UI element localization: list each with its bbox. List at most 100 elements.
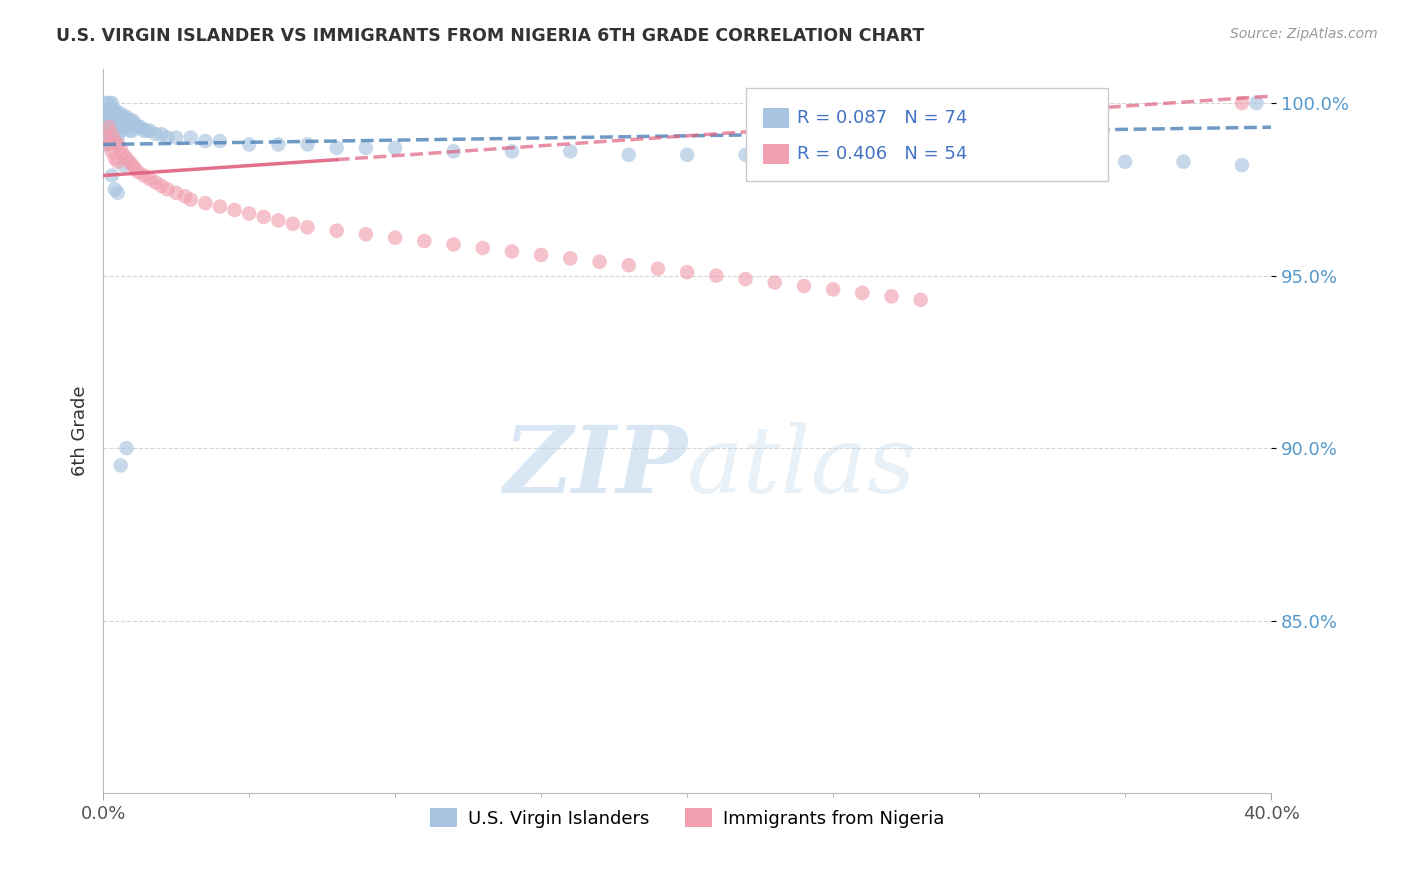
- Point: [823, 282, 845, 296]
- Point: [560, 145, 582, 159]
- Point: [104, 134, 127, 148]
- Point: [384, 141, 406, 155]
- Text: atlas: atlas: [688, 422, 917, 512]
- Point: [267, 213, 290, 227]
- Point: [354, 141, 377, 155]
- Point: [676, 148, 699, 162]
- Point: [118, 113, 141, 128]
- Point: [94, 96, 117, 111]
- Point: [910, 151, 932, 165]
- Point: [880, 289, 903, 303]
- Point: [104, 103, 127, 117]
- Point: [501, 244, 523, 259]
- Point: [1026, 154, 1049, 169]
- Point: [115, 151, 138, 165]
- Point: [94, 113, 117, 128]
- Point: [110, 113, 132, 128]
- Point: [124, 161, 146, 176]
- Point: [110, 123, 132, 137]
- Point: [1246, 96, 1268, 111]
- Point: [194, 134, 217, 148]
- Point: [501, 145, 523, 159]
- Point: [967, 151, 990, 165]
- Point: [94, 120, 117, 135]
- Point: [104, 127, 127, 141]
- Point: [112, 158, 135, 172]
- Point: [110, 458, 132, 473]
- Point: [617, 258, 640, 272]
- Point: [1230, 158, 1253, 172]
- Point: [104, 110, 127, 124]
- Point: [734, 148, 756, 162]
- Point: [121, 113, 143, 128]
- Point: [354, 227, 377, 242]
- Point: [115, 441, 138, 455]
- Point: [94, 130, 117, 145]
- Point: [297, 220, 319, 235]
- Point: [112, 120, 135, 135]
- Point: [325, 141, 347, 155]
- Point: [98, 120, 121, 135]
- Point: [443, 237, 465, 252]
- Point: [98, 96, 121, 111]
- Point: [94, 130, 117, 145]
- Text: R = 0.406   N = 54: R = 0.406 N = 54: [797, 145, 967, 163]
- Point: [325, 224, 347, 238]
- Point: [136, 123, 159, 137]
- Point: [98, 134, 121, 148]
- Point: [101, 110, 124, 124]
- Point: [101, 96, 124, 111]
- Point: [129, 120, 152, 135]
- Point: [110, 141, 132, 155]
- Point: [267, 137, 290, 152]
- Point: [112, 148, 135, 162]
- Point: [98, 123, 121, 137]
- Point: [107, 106, 129, 120]
- Point: [101, 145, 124, 159]
- Bar: [763, 144, 789, 164]
- Point: [115, 110, 138, 124]
- Point: [734, 272, 756, 286]
- Point: [124, 117, 146, 131]
- Point: [107, 130, 129, 145]
- Point: [165, 130, 187, 145]
- Point: [297, 137, 319, 152]
- Y-axis label: 6th Grade: 6th Grade: [72, 385, 89, 476]
- Point: [127, 120, 149, 135]
- Point: [180, 130, 202, 145]
- Point: [150, 127, 173, 141]
- Point: [1230, 96, 1253, 111]
- Point: [281, 217, 304, 231]
- Point: [1114, 154, 1136, 169]
- Point: [165, 186, 187, 200]
- Point: [823, 151, 845, 165]
- Point: [101, 103, 124, 117]
- Point: [104, 117, 127, 131]
- Point: [588, 255, 610, 269]
- Point: [647, 261, 669, 276]
- Point: [104, 182, 127, 196]
- Point: [112, 110, 135, 124]
- Point: [107, 186, 129, 200]
- Point: [530, 248, 553, 262]
- Point: [98, 113, 121, 128]
- Point: [910, 293, 932, 307]
- Point: [156, 182, 179, 196]
- Point: [676, 265, 699, 279]
- FancyBboxPatch shape: [745, 88, 1108, 181]
- Legend: U.S. Virgin Islanders, Immigrants from Nigeria: U.S. Virgin Islanders, Immigrants from N…: [423, 801, 952, 835]
- Point: [115, 120, 138, 135]
- Bar: [763, 108, 789, 128]
- Point: [180, 193, 202, 207]
- Point: [110, 106, 132, 120]
- Point: [101, 169, 124, 183]
- Point: [107, 120, 129, 135]
- Point: [617, 148, 640, 162]
- Point: [851, 285, 873, 300]
- Point: [107, 154, 129, 169]
- Point: [413, 234, 436, 248]
- Point: [98, 137, 121, 152]
- Point: [238, 206, 260, 220]
- Point: [1173, 154, 1195, 169]
- Text: U.S. VIRGIN ISLANDER VS IMMIGRANTS FROM NIGERIA 6TH GRADE CORRELATION CHART: U.S. VIRGIN ISLANDER VS IMMIGRANTS FROM …: [56, 27, 925, 45]
